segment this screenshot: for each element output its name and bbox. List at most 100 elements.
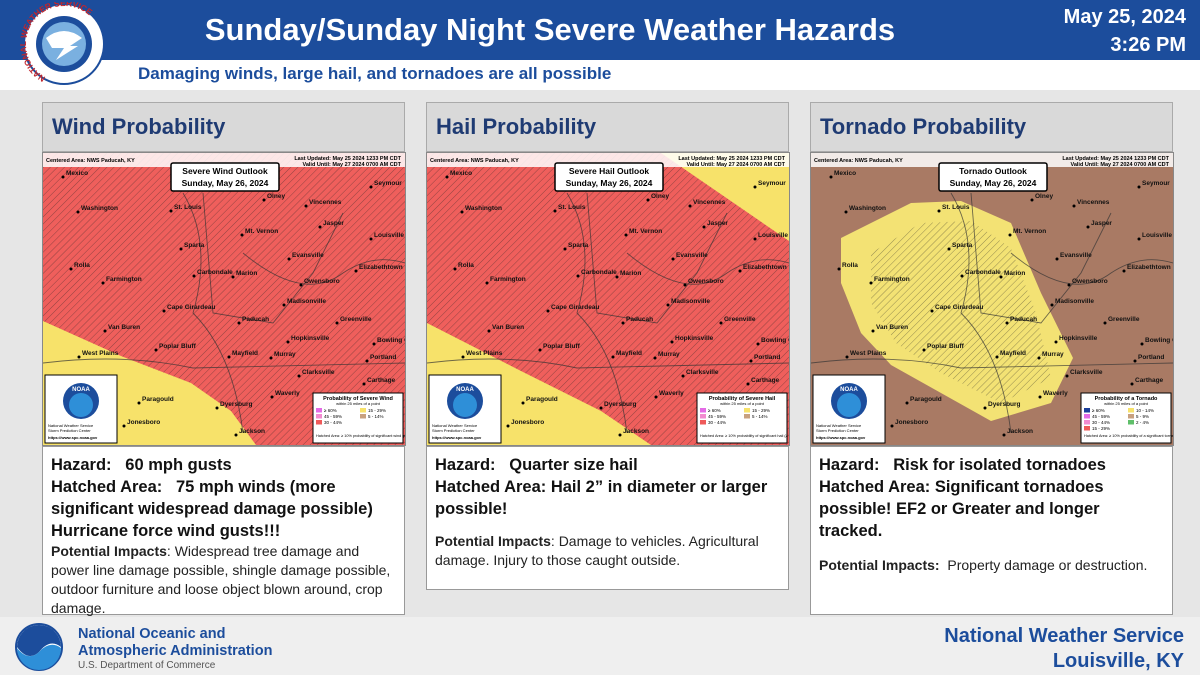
spc-logo-inner: [453, 393, 477, 417]
subtitle: Damaging winds, large hail, and tornadoe…: [138, 64, 612, 83]
city-dot: [624, 233, 628, 237]
nws-logo: NATIONAL WEATHER SERVICE: [18, 2, 105, 85]
city-label: Farmington: [490, 276, 526, 283]
footer: [0, 617, 1200, 675]
outlook-title: Tornado Outlook: [959, 166, 1027, 176]
city-dot: [445, 175, 449, 179]
city-dot: [1103, 321, 1107, 325]
outlook-box: [170, 162, 280, 192]
city-label: Paducah: [242, 316, 269, 323]
city-label: Mayfield: [232, 350, 258, 357]
panel-heading: Tornado Probability: [820, 114, 1027, 139]
city-label: Carbondale: [581, 269, 617, 276]
hazard-line: Hatched Area: Significant tornadoes poss…: [819, 478, 1109, 540]
legend-swatch: [1084, 426, 1090, 431]
outlook-box: [554, 162, 664, 192]
city-label: Murray: [658, 351, 680, 358]
river: [182, 192, 244, 434]
river: [242, 252, 405, 285]
city-dot: [646, 198, 650, 202]
legend-swatch: [360, 408, 366, 413]
city-label: Paducah: [1010, 316, 1037, 323]
panel-heading: Wind Probability: [52, 114, 226, 139]
city-label: Sparta: [184, 242, 205, 249]
legend-swatch: [1084, 420, 1090, 425]
city-dot: [683, 283, 687, 287]
panel: Tornado Probability Centered Area: NWS Pa…: [810, 102, 1174, 615]
city-label: Vincennes: [693, 199, 726, 206]
city-dot: [297, 374, 301, 378]
spc-logo-inner: [69, 393, 93, 417]
panel-heading-bg: [42, 102, 405, 152]
legend-box: [1080, 392, 1172, 444]
centered-area: Centered Area: NWS Paducah, KY: [814, 158, 903, 164]
spc-logo-text: NOAA: [72, 387, 90, 393]
city-label: Rolla: [458, 262, 474, 269]
city-label: Vincennes: [309, 199, 342, 206]
time: 3:26 PM: [1110, 34, 1186, 56]
city-dot: [681, 374, 685, 378]
legend-swatch: [360, 414, 366, 419]
city-dot: [871, 329, 875, 333]
noaa-logo: [15, 623, 63, 671]
city-dot: [753, 237, 757, 241]
map-header-strip: [427, 153, 789, 167]
city-dot: [192, 274, 196, 278]
city-label: Waverly: [275, 390, 300, 397]
state-line: [811, 358, 1173, 369]
map: Centered Area: NWS Paducah, KY Last Updat…: [426, 152, 790, 446]
city-dot: [1038, 395, 1042, 399]
agency-line: National Oceanic and: [78, 626, 226, 642]
city-label: Owensboro: [688, 278, 724, 285]
city-label: Rolla: [74, 262, 90, 269]
city-dot: [487, 329, 491, 333]
legend-swatch: [316, 408, 322, 413]
spc-name: National Weather Service: [816, 423, 862, 428]
city-dot: [749, 359, 753, 363]
legend-label: 30 - 44%: [708, 420, 726, 425]
city-label: Cape Girardeau: [167, 304, 215, 311]
hatched-region: [43, 153, 405, 445]
city-dot: [282, 303, 286, 307]
legend-swatch: [1084, 408, 1090, 413]
legend-swatch: [1128, 408, 1134, 413]
city-dot: [983, 406, 987, 410]
panel: Hail Probability Centered Area: NWS Paduc…: [426, 102, 790, 615]
state-line: [970, 192, 1112, 324]
legend-swatch: [700, 408, 706, 413]
city-label: Seymour: [374, 180, 402, 187]
river: [950, 192, 1012, 434]
legend-label: ≥ 60%: [708, 408, 721, 413]
state-line: [202, 192, 344, 324]
city-label: Paragould: [526, 396, 558, 403]
city-label: Bowling Green: [1145, 337, 1174, 344]
legend-swatch: [700, 420, 706, 425]
city-label: Sparta: [952, 242, 973, 249]
hazard-line: Hatched Area: Hail 2” in diameter or lar…: [435, 478, 772, 518]
spc-name: National Weather Service: [432, 423, 478, 428]
city-dot: [670, 340, 674, 344]
legend-swatch: [744, 414, 750, 419]
city-dot: [937, 209, 941, 213]
valid-until: Valid Until: May 27 2024 0700 AM CDT: [1070, 162, 1169, 168]
legend-label: 15 - 29%: [368, 408, 386, 413]
spc-center: Storm Prediction Center: [48, 428, 91, 433]
city-dot: [61, 175, 65, 179]
city-dot: [1122, 269, 1126, 273]
legend-label: 30 - 44%: [1092, 420, 1110, 425]
header-bar: [0, 0, 1200, 60]
city-label: Jasper: [323, 220, 344, 227]
city-label: Hopkinsville: [675, 335, 714, 342]
city-label: Hopkinsville: [291, 335, 330, 342]
city-dot: [77, 355, 81, 359]
city-dot: [234, 433, 238, 437]
city-label: Van Buren: [108, 324, 140, 331]
impacts-label: Potential Impacts: [51, 543, 167, 559]
hazard-line: Hazard: 60 mph gusts: [51, 456, 232, 474]
city-label: Olney: [651, 193, 669, 200]
city-label: Cape Girardeau: [551, 304, 599, 311]
city-dot: [304, 204, 308, 208]
map-header-strip: [811, 153, 1173, 167]
city-label: Mayfield: [616, 350, 642, 357]
city-dot: [122, 424, 126, 428]
